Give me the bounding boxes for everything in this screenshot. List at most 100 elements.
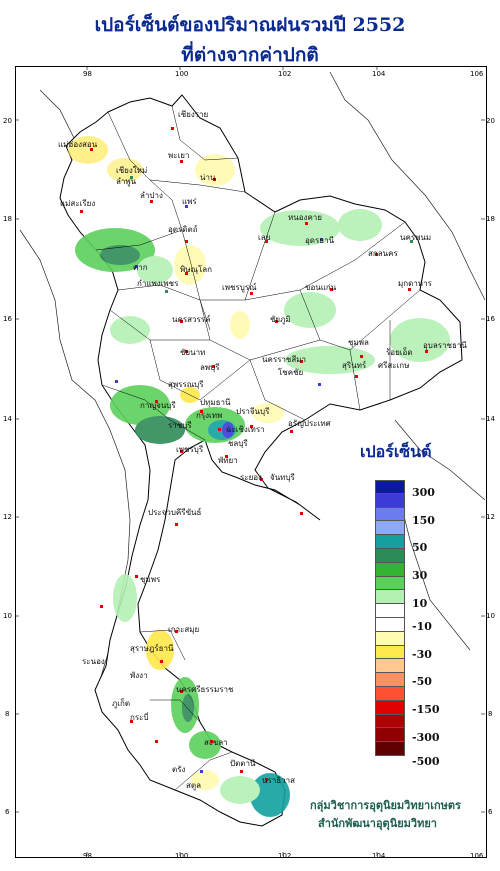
lon-tick-top-106: 106 xyxy=(470,70,484,78)
legend-swatch xyxy=(375,659,405,674)
legend-swatch xyxy=(375,631,405,646)
place-label: ชุมพร xyxy=(140,575,161,584)
station-marker xyxy=(250,292,253,295)
lon-tick-bottom-100: 100 xyxy=(175,852,189,860)
station-marker xyxy=(90,148,93,151)
station-marker xyxy=(225,455,228,458)
station-marker xyxy=(410,240,413,243)
graticule-ticks xyxy=(15,66,485,856)
place-label: ภูเก็ต xyxy=(112,698,130,709)
station-marker xyxy=(320,238,323,241)
station-marker xyxy=(165,290,168,293)
station-marker xyxy=(185,350,188,353)
lat-tick-right-14: 14 xyxy=(486,415,495,423)
station-marker xyxy=(200,770,203,773)
station-marker xyxy=(300,512,303,515)
place-label: ราชบุรี xyxy=(168,421,192,430)
map-title-line1: เปอร์เซ็นต์ของปริมาณฝนรวมปี 2552 xyxy=(94,14,406,36)
station-marker xyxy=(375,253,378,256)
place-label: น่าน xyxy=(200,173,216,182)
place-label: อุตรดิตถ์ xyxy=(168,224,198,234)
lat-tick-left-18: 18 xyxy=(3,215,12,223)
legend-label-neg30: -30 xyxy=(412,648,432,661)
legend-label-neg300: -300 xyxy=(412,731,440,744)
legend-swatch xyxy=(375,590,405,605)
place-label: นครสวรรค์ xyxy=(172,314,210,324)
legend-swatch xyxy=(375,480,405,494)
place-label: ชลบุรี xyxy=(228,439,248,448)
station-marker xyxy=(210,740,213,743)
legend-swatch xyxy=(375,535,405,549)
place-label: อุดรธานี xyxy=(305,236,335,245)
place-label: เลย xyxy=(258,233,270,242)
place-label: สุราษฎร์ธานี xyxy=(130,643,174,653)
station-marker xyxy=(155,400,158,403)
place-label: ศรีสะเกษ xyxy=(378,361,409,370)
station-marker xyxy=(171,127,174,130)
legend-swatch xyxy=(375,576,405,591)
station-marker xyxy=(130,176,133,179)
lat-tick-right-20: 20 xyxy=(486,117,495,125)
station-marker xyxy=(330,288,333,291)
legend-label-neg10: -10 xyxy=(412,620,432,633)
station-marker xyxy=(185,205,188,208)
place-label: นครศรีธรรมราช xyxy=(176,685,234,694)
place-label: พิษณุโลก xyxy=(180,264,212,274)
place-label: อรัญประเทศ xyxy=(288,419,331,428)
station-marker xyxy=(275,320,278,323)
station-marker xyxy=(240,770,243,773)
station-marker xyxy=(135,265,138,268)
station-marker xyxy=(300,360,303,363)
place-label: สุรินทร์ xyxy=(342,360,367,370)
place-label: ลพบุรี xyxy=(200,363,220,372)
legend-swatch xyxy=(375,548,405,563)
station-marker xyxy=(218,428,221,431)
place-label: ระยอง xyxy=(240,473,262,482)
legend-swatch xyxy=(375,507,405,522)
place-label: นราธิวาส xyxy=(262,776,295,785)
station-marker xyxy=(180,690,183,693)
legend-label-neg50: -50 xyxy=(412,675,432,688)
legend-label-300: 300 xyxy=(412,486,435,499)
place-label: ลำพูน xyxy=(116,177,137,187)
lat-tick-right-16: 16 xyxy=(486,315,495,323)
station-marker xyxy=(175,630,178,633)
legend-label-10: 10 xyxy=(412,597,428,610)
place-label: ระนอง xyxy=(82,657,105,666)
place-labels: เชียงราย แม่ฮ่องสอน เชียงใหม่ ลำพูน พะเย… xyxy=(58,110,467,791)
station-marker xyxy=(150,200,153,203)
lat-tick-right-8: 8 xyxy=(488,710,493,718)
legend-title: เปอร์เซ็นต์ xyxy=(360,442,432,461)
place-label: กำแพงเพชร xyxy=(137,279,179,288)
place-label: มุกดาหาร xyxy=(398,279,433,288)
place-label: กระบี่ xyxy=(130,711,149,722)
lat-tick-right-6: 6 xyxy=(488,808,493,816)
legend-swatch xyxy=(375,521,405,536)
place-label: นครราชสีมา xyxy=(262,355,306,364)
place-label: หนองคาย xyxy=(288,213,322,222)
lon-tick-bottom-104: 104 xyxy=(372,852,386,860)
anomaly-shading xyxy=(68,136,450,817)
station-marker xyxy=(265,778,268,781)
legend-label-50: 50 xyxy=(412,541,428,554)
place-label: แพร่ xyxy=(182,197,197,206)
place-label: ปทุมธานี xyxy=(200,398,231,407)
station-marker xyxy=(260,478,263,481)
lon-tick-bottom-106: 106 xyxy=(470,852,484,860)
station-marker xyxy=(213,178,216,181)
place-label: เพชรบุรี xyxy=(176,445,204,454)
legend-label-neg150: -150 xyxy=(412,703,440,716)
legend-swatch xyxy=(375,728,405,743)
place-label: สุพรรณบุรี xyxy=(168,380,204,389)
station-marker xyxy=(355,375,358,378)
station-marker xyxy=(180,450,183,453)
legend-swatch xyxy=(375,673,405,687)
station-marker xyxy=(200,410,203,413)
station-marker xyxy=(160,660,163,663)
station-markers xyxy=(80,127,428,781)
station-marker xyxy=(180,160,183,163)
place-label: ฉะเชิงเทรา xyxy=(226,425,265,434)
place-label: เชียงราย xyxy=(178,110,208,119)
station-marker xyxy=(318,383,321,386)
credit-line1: กลุ่มวิชาการอุตุนิยมวิทยาเกษตร xyxy=(310,799,461,812)
